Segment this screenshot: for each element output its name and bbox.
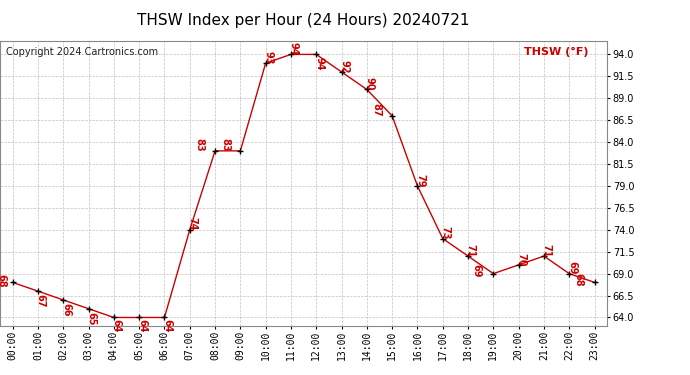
Text: 64: 64 bbox=[137, 319, 147, 333]
Text: 92: 92 bbox=[339, 60, 349, 73]
Text: THSW Index per Hour (24 Hours) 20240721: THSW Index per Hour (24 Hours) 20240721 bbox=[137, 13, 470, 28]
Text: 87: 87 bbox=[372, 104, 382, 117]
Text: 71: 71 bbox=[542, 244, 552, 257]
Text: 74: 74 bbox=[188, 217, 197, 231]
Text: 79: 79 bbox=[415, 174, 425, 187]
Text: 69: 69 bbox=[472, 264, 482, 278]
Text: 70: 70 bbox=[516, 252, 526, 266]
Text: 64: 64 bbox=[112, 319, 121, 333]
Text: 83: 83 bbox=[195, 138, 205, 152]
Text: Copyright 2024 Cartronics.com: Copyright 2024 Cartronics.com bbox=[6, 47, 158, 57]
Text: 83: 83 bbox=[220, 138, 230, 152]
Text: 68: 68 bbox=[573, 273, 583, 286]
Text: THSW (°F): THSW (°F) bbox=[524, 47, 589, 57]
Text: 94: 94 bbox=[288, 42, 299, 56]
Text: 67: 67 bbox=[36, 294, 46, 307]
Text: 73: 73 bbox=[440, 226, 451, 240]
Text: 69: 69 bbox=[567, 261, 577, 275]
Text: 93: 93 bbox=[264, 51, 273, 64]
Text: 66: 66 bbox=[61, 303, 71, 316]
Text: 90: 90 bbox=[364, 77, 375, 91]
Text: 64: 64 bbox=[162, 319, 172, 333]
Text: 65: 65 bbox=[86, 312, 97, 325]
Text: 68: 68 bbox=[0, 274, 6, 288]
Text: 71: 71 bbox=[466, 244, 476, 257]
Text: 94: 94 bbox=[314, 57, 324, 71]
